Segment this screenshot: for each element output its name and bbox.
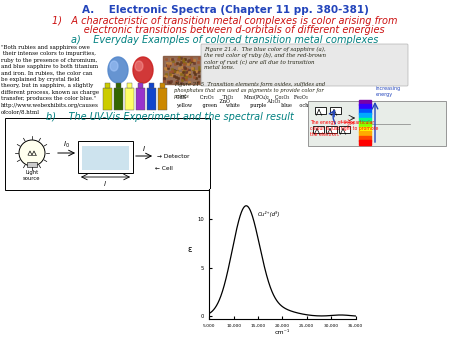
Bar — [116, 83, 121, 88]
Bar — [114, 88, 123, 110]
Text: $l$: $l$ — [103, 179, 107, 188]
Text: Figure 21.5  Transition elements form oxides, sulfides and
phosphates that are u: Figure 21.5 Transition elements form oxi… — [174, 82, 325, 99]
Bar — [359, 140, 371, 145]
Text: a)    Everyday Examples of colored transition metal complexes: a) Everyday Examples of colored transiti… — [71, 35, 379, 45]
Text: CdS         Cr₂O₃      TiO₂       Mn₃(PO₄)₂    Co₂O₃   Fe₂O₃: CdS Cr₂O₃ TiO₂ Mn₃(PO₄)₂ Co₂O₃ Fe₂O₃ — [176, 95, 308, 100]
Bar — [359, 136, 371, 141]
Bar — [359, 100, 371, 104]
Text: ← Cell: ← Cell — [155, 167, 173, 171]
Text: Figure 21.4.  The blue color of sapphire (a),
the red color of ruby (b), and the: Figure 21.4. The blue color of sapphire … — [204, 47, 326, 70]
Bar — [82, 146, 129, 170]
Text: b)    The UV-Vis Experiment and the spectral result: b) The UV-Vis Experiment and the spectra… — [46, 112, 294, 122]
Text: A.    Electronic Spectra (Chapter 11 pp. 380-381): A. Electronic Spectra (Chapter 11 pp. 38… — [81, 5, 369, 15]
Text: ZnO                         Al₂O₃: ZnO Al₂O₃ — [176, 99, 280, 104]
Bar — [339, 126, 350, 133]
Text: The energy of the particular
colour is just right to promote
the electron.: The energy of the particular colour is j… — [310, 120, 378, 137]
Bar — [149, 83, 154, 88]
Bar — [359, 104, 371, 109]
Bar — [138, 83, 143, 88]
Text: 1)   A characteristic of transition metal complexes is color arising from: 1) A characteristic of transition metal … — [52, 16, 398, 26]
Bar — [315, 107, 326, 114]
Bar — [27, 162, 37, 167]
Text: yellow       green      white       purple          blue     ochre: yellow green white purple blue ochre — [176, 103, 314, 108]
Bar — [359, 127, 371, 131]
Circle shape — [19, 140, 45, 166]
Bar — [359, 122, 371, 127]
Text: $I_0$: $I_0$ — [63, 140, 69, 150]
Bar — [163, 56, 201, 84]
Bar — [160, 83, 165, 88]
Bar — [5, 118, 210, 190]
Bar — [127, 83, 132, 88]
Text: Cu²⁺(d⁹): Cu²⁺(d⁹) — [258, 211, 280, 217]
Bar — [125, 88, 134, 110]
Bar — [313, 126, 324, 133]
Text: Light
source: Light source — [23, 170, 41, 181]
Bar — [359, 109, 371, 114]
Text: → Detector: → Detector — [157, 153, 189, 159]
Y-axis label: ε: ε — [187, 245, 192, 255]
Text: $I$: $I$ — [142, 144, 146, 153]
Text: increasing
energy: increasing energy — [376, 86, 401, 97]
Ellipse shape — [135, 61, 143, 71]
Bar — [158, 88, 167, 110]
FancyBboxPatch shape — [308, 101, 446, 146]
Ellipse shape — [108, 57, 128, 83]
Bar — [330, 107, 341, 114]
Bar — [78, 141, 133, 173]
Bar — [136, 88, 145, 110]
Bar — [359, 118, 371, 122]
Bar — [359, 131, 371, 136]
Text: "Both rubies and sapphires owe
 their intense colors to impurities,
ruby to the : "Both rubies and sapphires owe their int… — [1, 45, 99, 114]
Bar — [147, 88, 156, 110]
Ellipse shape — [133, 57, 153, 83]
Bar — [105, 83, 110, 88]
Bar — [359, 113, 371, 118]
Ellipse shape — [110, 61, 118, 71]
X-axis label: cm⁻¹: cm⁻¹ — [274, 330, 290, 335]
FancyBboxPatch shape — [201, 44, 408, 86]
Bar — [326, 126, 337, 133]
Bar — [103, 88, 112, 110]
Text: electronic transitions between d-orbitals of different energies: electronic transitions between d-orbital… — [65, 25, 385, 35]
